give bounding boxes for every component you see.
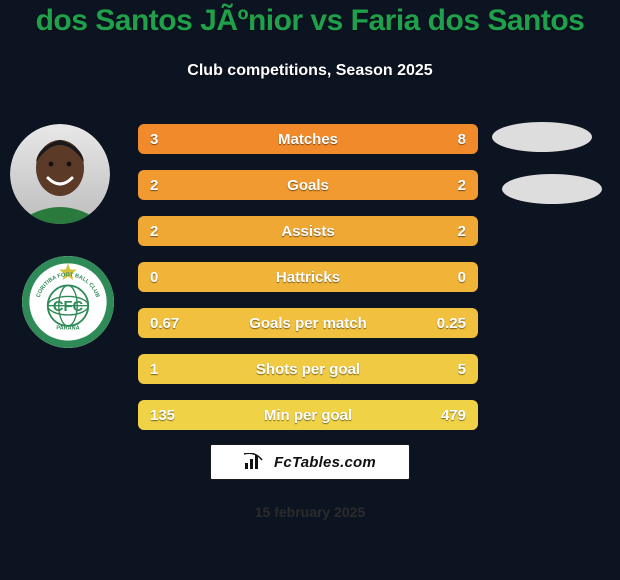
stat-left: 0.67 [150, 315, 179, 332]
stat-left: 2 [150, 223, 158, 240]
source-badge: FcTables.com [210, 444, 410, 480]
source-text: FcTables.com [274, 454, 376, 471]
stat-label: Matches [138, 131, 478, 148]
stat-right: 0.25 [437, 315, 466, 332]
stat-row-spg: 1 Shots per goal 5 [138, 354, 478, 384]
right-oval-1 [492, 122, 592, 152]
stat-left: 135 [150, 407, 175, 424]
stat-right: 2 [458, 177, 466, 194]
club-crest-svg: CORITIBA FOOT BALL CLUB CFC PARANÁ [22, 256, 114, 348]
stat-right: 479 [441, 407, 466, 424]
stat-right: 8 [458, 131, 466, 148]
stat-rows: 3 Matches 8 2 Goals 2 2 Assists 2 0 Hatt… [138, 124, 478, 446]
stat-right: 5 [458, 361, 466, 378]
stat-label: Assists [138, 223, 478, 240]
page-title: dos Santos JÃºnior vs Faria dos Santos [0, 4, 620, 38]
stat-label: Goals [138, 177, 478, 194]
stat-left: 2 [150, 177, 158, 194]
stat-left: 1 [150, 361, 158, 378]
stat-right: 2 [458, 223, 466, 240]
chart-bars-icon [244, 453, 266, 471]
stat-row-goals: 2 Goals 2 [138, 170, 478, 200]
stat-left: 0 [150, 269, 158, 286]
stat-right: 0 [458, 269, 466, 286]
stat-label: Shots per goal [138, 361, 478, 378]
stat-row-gpm: 0.67 Goals per match 0.25 [138, 308, 478, 338]
right-oval-2 [502, 174, 602, 204]
club-crest: CORITIBA FOOT BALL CLUB CFC PARANÁ [22, 256, 114, 348]
stat-left: 3 [150, 131, 158, 148]
stat-row-mpg: 135 Min per goal 479 [138, 400, 478, 430]
stat-label: Hattricks [138, 269, 478, 286]
stat-label: Min per goal [138, 407, 478, 424]
comparison-graphic: dos Santos JÃºnior vs Faria dos Santos C… [0, 0, 620, 580]
crest-text-bottom: PARANÁ [56, 325, 79, 332]
stat-label: Goals per match [138, 315, 478, 332]
player-avatar [10, 124, 110, 224]
stat-row-hattricks: 0 Hattricks 0 [138, 262, 478, 292]
stat-row-matches: 3 Matches 8 [138, 124, 478, 154]
player-avatar-svg [10, 124, 110, 224]
page-subtitle: Club competitions, Season 2025 [0, 62, 620, 80]
page-date: 15 february 2025 [0, 504, 620, 520]
crest-text-cfc: CFC [53, 299, 84, 315]
stat-row-assists: 2 Assists 2 [138, 216, 478, 246]
